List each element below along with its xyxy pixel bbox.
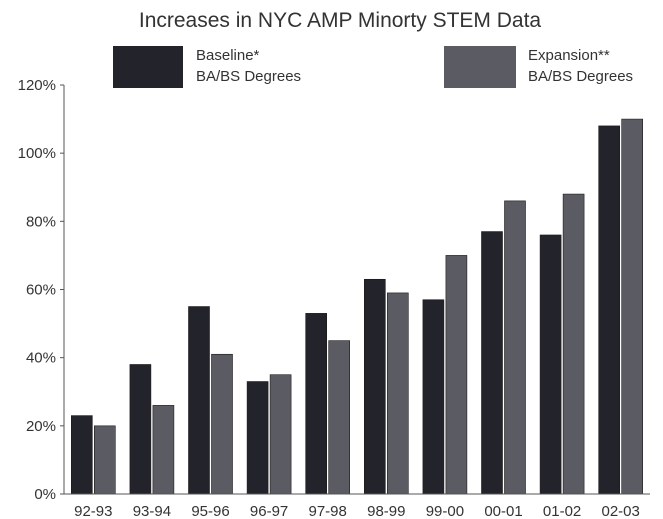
x-tick-label: 97-98 (309, 503, 347, 519)
x-tick-label: 99-00 (426, 503, 464, 519)
bar-baseline (422, 299, 445, 495)
bar-baseline (363, 278, 386, 495)
y-tick-label: 0% (34, 486, 56, 503)
x-tick-label: 95-96 (191, 503, 229, 519)
y-tick-label: 80% (26, 213, 56, 230)
bar-baseline (71, 415, 93, 495)
y-axis: 0% 20% 40% 60% 80% 100% 120% (18, 77, 65, 503)
bar-expansion (328, 340, 351, 495)
bar-expansion (152, 405, 175, 495)
x-tick-label: 92-93 (74, 503, 112, 519)
bars (71, 118, 644, 495)
x-tick-label: 98-99 (367, 503, 405, 519)
bar-expansion (386, 292, 409, 495)
y-tick-label: 60% (26, 282, 56, 299)
bar-baseline (539, 234, 562, 495)
legend-label-expansion-line2: BA/BS Degrees (528, 68, 633, 85)
x-axis: 92-93 93-94 95-96 96-97 97-98 98-99 99-00 00-01… (64, 493, 650, 519)
legend-label-baseline-line1: Baseline* (196, 47, 260, 64)
bar-expansion (211, 353, 233, 495)
x-tick-label: 02-03 (602, 503, 640, 519)
x-tick-label: 93-94 (133, 503, 171, 519)
y-tick-label: 120% (18, 77, 56, 94)
bar-baseline (246, 381, 269, 495)
y-tick-label: 40% (26, 350, 56, 367)
x-tick-label: 01-02 (543, 503, 581, 519)
x-tick-label: 00-01 (484, 503, 522, 519)
chart-title: Increases in NYC AMP Minorty STEM Data (139, 9, 542, 32)
bar-baseline (129, 364, 152, 495)
legend-label-baseline-line2: BA/BS Degrees (196, 68, 301, 85)
bar-expansion (445, 255, 468, 495)
bar-baseline (188, 306, 210, 495)
bar-baseline (598, 125, 621, 495)
bar-baseline (481, 231, 503, 495)
bar-baseline (305, 313, 328, 495)
bar-expansion (269, 374, 292, 495)
x-tick-label: 96-97 (250, 503, 288, 519)
bar-expansion (621, 118, 644, 495)
bar-expansion (562, 193, 585, 495)
legend-swatch-baseline (113, 46, 183, 88)
bar-expansion (504, 200, 526, 495)
y-tick-label: 100% (18, 145, 56, 162)
legend-swatch-expansion (444, 46, 516, 88)
y-tick-label: 20% (26, 418, 56, 435)
legend-label-expansion-line1: Expansion** (528, 47, 610, 64)
bar-expansion (94, 425, 116, 495)
